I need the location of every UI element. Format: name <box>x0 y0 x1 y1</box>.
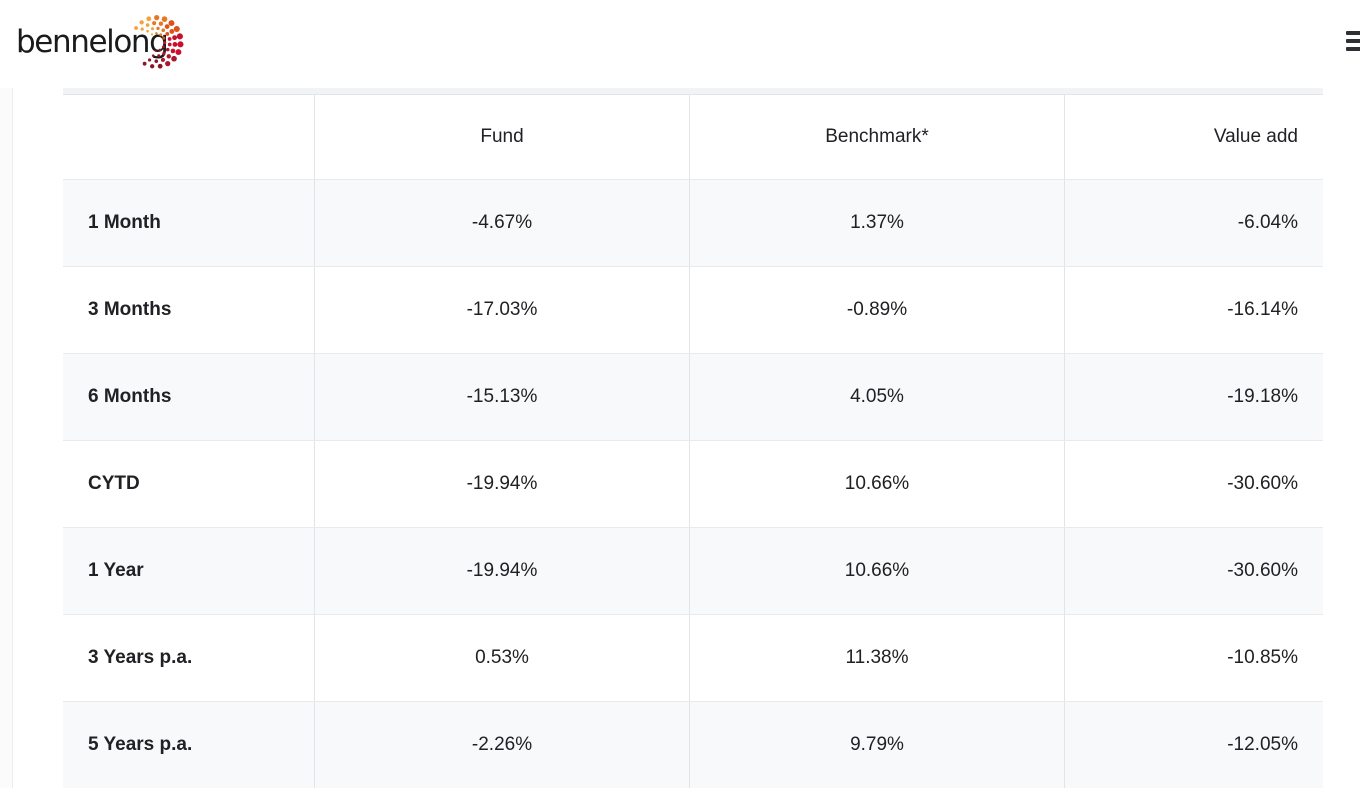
site-header: bennelong <box>0 0 1360 88</box>
cell-value-add: -16.14% <box>1227 299 1298 320</box>
cell-period: 5 Years p.a. <box>63 702 315 788</box>
cell-value-add: -19.18% <box>1227 386 1298 407</box>
table-row: 3 Months -17.03% -0.89% -16.14% <box>63 266 1323 353</box>
performance-table: Fund Benchmark* Value add 1 Month -4.67%… <box>63 88 1323 788</box>
cell-fund: -2.26% <box>315 702 690 788</box>
table-row: 3 Years p.a. 0.53% 11.38% -10.85% <box>63 614 1323 701</box>
cell-fund: -15.13% <box>315 354 690 440</box>
cell-fund: 0.53% <box>315 615 690 701</box>
hamburger-bar <box>1346 47 1360 51</box>
page-left-edge <box>0 88 13 788</box>
cell-value-add: -30.60% <box>1227 560 1298 581</box>
column-header-fund: Fund <box>315 95 690 179</box>
cell-period: 1 Month <box>63 180 315 266</box>
column-header-value-add: Value add <box>1213 126 1298 147</box>
hamburger-bar <box>1346 31 1360 35</box>
cell-value-add: -30.60% <box>1227 473 1298 494</box>
cell-value-add: -12.05% <box>1227 734 1298 755</box>
cell-period: 1 Year <box>63 528 315 614</box>
cell-value-add: -10.85% <box>1227 647 1298 668</box>
table-row: 5 Years p.a. -2.26% 9.79% -12.05% <box>63 701 1323 788</box>
cell-fund: -19.94% <box>315 441 690 527</box>
hamburger-bar <box>1346 39 1360 43</box>
cell-period: 3 Years p.a. <box>63 615 315 701</box>
cell-benchmark: 9.79% <box>690 702 1065 788</box>
cell-period: 3 Months <box>63 267 315 353</box>
cell-value-add: -6.04% <box>1237 212 1298 233</box>
table-header-row: Fund Benchmark* Value add <box>63 95 1323 179</box>
cell-benchmark: 4.05% <box>690 354 1065 440</box>
cell-benchmark: 11.38% <box>690 615 1065 701</box>
cell-period: 6 Months <box>63 354 315 440</box>
table-row: 6 Months -15.13% 4.05% -19.18% <box>63 353 1323 440</box>
cell-benchmark: -0.89% <box>690 267 1065 353</box>
column-header-period <box>63 95 315 179</box>
cell-fund: -4.67% <box>315 180 690 266</box>
logo-globe-icon <box>134 15 184 69</box>
cell-benchmark: 10.66% <box>690 441 1065 527</box>
cell-benchmark: 10.66% <box>690 528 1065 614</box>
table-top-strip <box>63 88 1323 95</box>
table-row: 1 Year -19.94% 10.66% -30.60% <box>63 527 1323 614</box>
bennelong-logo[interactable]: bennelong <box>16 4 186 84</box>
column-header-benchmark: Benchmark* <box>690 95 1065 179</box>
cell-fund: -19.94% <box>315 528 690 614</box>
cell-benchmark: 1.37% <box>690 180 1065 266</box>
table-row: 1 Month -4.67% 1.37% -6.04% <box>63 179 1323 266</box>
cell-fund: -17.03% <box>315 267 690 353</box>
table-row: CYTD -19.94% 10.66% -30.60% <box>63 440 1323 527</box>
hamburger-menu-icon[interactable] <box>1346 30 1360 56</box>
cell-period: CYTD <box>63 441 315 527</box>
